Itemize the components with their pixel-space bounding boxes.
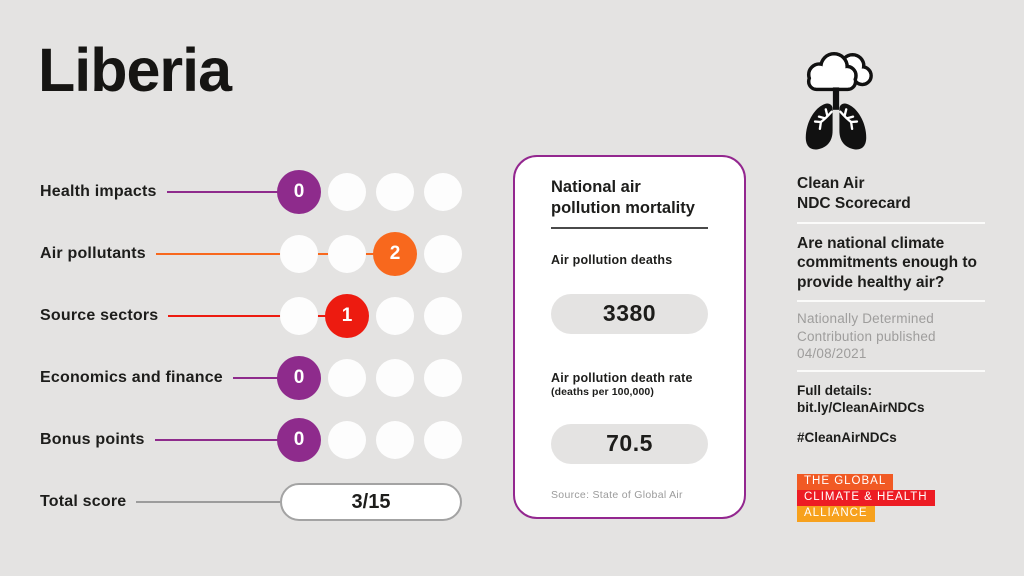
brand-title: Clean Air NDC Scorecard <box>797 174 985 215</box>
score-row: Health impacts 0 <box>40 170 462 214</box>
total-connector-line <box>136 501 280 503</box>
score-row: Air pollutants 2 <box>40 232 462 276</box>
hashtag: #CleanAirNDCs <box>797 429 897 445</box>
tagline-question: Are national climate commitments enough … <box>797 234 977 291</box>
score-dot-empty <box>424 297 462 335</box>
score-dot-empty <box>328 173 366 211</box>
score-dot-empty <box>280 297 318 335</box>
score-connector-line <box>154 439 280 441</box>
score-connector-line <box>232 377 280 379</box>
card-title-rule <box>551 226 708 229</box>
deaths-value-pill: 3380 <box>551 293 708 334</box>
gcha-logo-bar: CLIMATE & HEALTH <box>797 489 935 506</box>
score-dot-empty <box>424 173 462 211</box>
score-dot-empty <box>424 235 462 273</box>
score-dot-empty <box>424 359 462 397</box>
score-dot-filled: 1 <box>325 294 369 338</box>
score-dot-empty <box>376 173 414 211</box>
score-dots: 0 <box>277 356 462 400</box>
death-rate-sublabel: (deaths per 100,000) <box>551 385 654 398</box>
separator <box>797 221 985 224</box>
brand-line1: Clean Air <box>797 175 865 192</box>
score-dot-filled: 0 <box>277 356 321 400</box>
score-connector-line <box>168 315 280 317</box>
score-row-label: Economics and finance <box>40 369 223 386</box>
score-connector-line <box>155 253 280 255</box>
score-row-label: Air pollutants <box>40 245 146 262</box>
score-row-label: Health impacts <box>40 183 157 200</box>
death-rate-label: Air pollution death rate <box>551 370 693 385</box>
total-score-label: Total score <box>40 493 127 510</box>
mortality-card-title: National air pollution mortality <box>551 178 695 218</box>
score-dot-empty <box>280 235 318 273</box>
total-score-pill: 3/15 <box>280 483 462 521</box>
full-details: Full details: bit.ly/CleanAirNDCs <box>797 382 985 417</box>
score-row-label: Bonus points <box>40 431 145 448</box>
score-dot-empty <box>424 421 462 459</box>
score-dot-filled: 0 <box>277 418 321 462</box>
score-row: Economics and finance 0 <box>40 356 462 400</box>
separator <box>797 300 985 303</box>
score-dots: 0 <box>277 170 462 214</box>
score-dots: 1 <box>280 294 462 338</box>
right-panel: Clean Air NDC Scorecard Are national cli… <box>797 50 985 522</box>
ndc-published-note: Nationally Determined Contribution publi… <box>797 311 936 362</box>
death-rate-value-pill: 70.5 <box>551 423 708 464</box>
score-row: Bonus points 0 <box>40 418 462 462</box>
gcha-logo-bar: ALLIANCE <box>797 505 875 522</box>
card-source: Source: State of Global Air <box>551 488 683 501</box>
score-dot-filled: 2 <box>373 232 417 276</box>
mortality-card: National air pollution mortality Air pol… <box>513 155 746 519</box>
separator <box>797 369 985 372</box>
page-title: Liberia <box>38 36 232 104</box>
deaths-label: Air pollution deaths <box>551 252 673 267</box>
score-row: Source sectors 1 <box>40 294 462 338</box>
gcha-logo: THE GLOBAL CLIMATE & HEALTH ALLIANCE <box>797 473 985 522</box>
cloud-lungs-icon <box>805 52 873 150</box>
score-dot-empty <box>328 359 366 397</box>
full-details-label: Full details: <box>797 382 873 398</box>
brand-line2: NDC Scorecard <box>797 195 911 213</box>
score-dot-empty <box>328 235 366 273</box>
score-dot-empty <box>376 359 414 397</box>
score-dot-filled: 0 <box>277 170 321 214</box>
score-dot-empty <box>328 421 366 459</box>
score-dots: 0 <box>277 418 462 462</box>
full-details-link: bit.ly/CleanAirNDCs <box>797 400 925 416</box>
total-score-row: Total score 3/15 <box>40 480 462 524</box>
gcha-logo-bar: THE GLOBAL <box>797 473 894 490</box>
score-dots: 2 <box>280 232 462 276</box>
score-dot-empty <box>376 297 414 335</box>
score-dot-empty <box>376 421 414 459</box>
score-connector-line <box>166 191 280 193</box>
score-rows: Health impacts 0 Air pollutants 2 Source sec… <box>40 170 462 542</box>
score-row-label: Source sectors <box>40 307 159 324</box>
